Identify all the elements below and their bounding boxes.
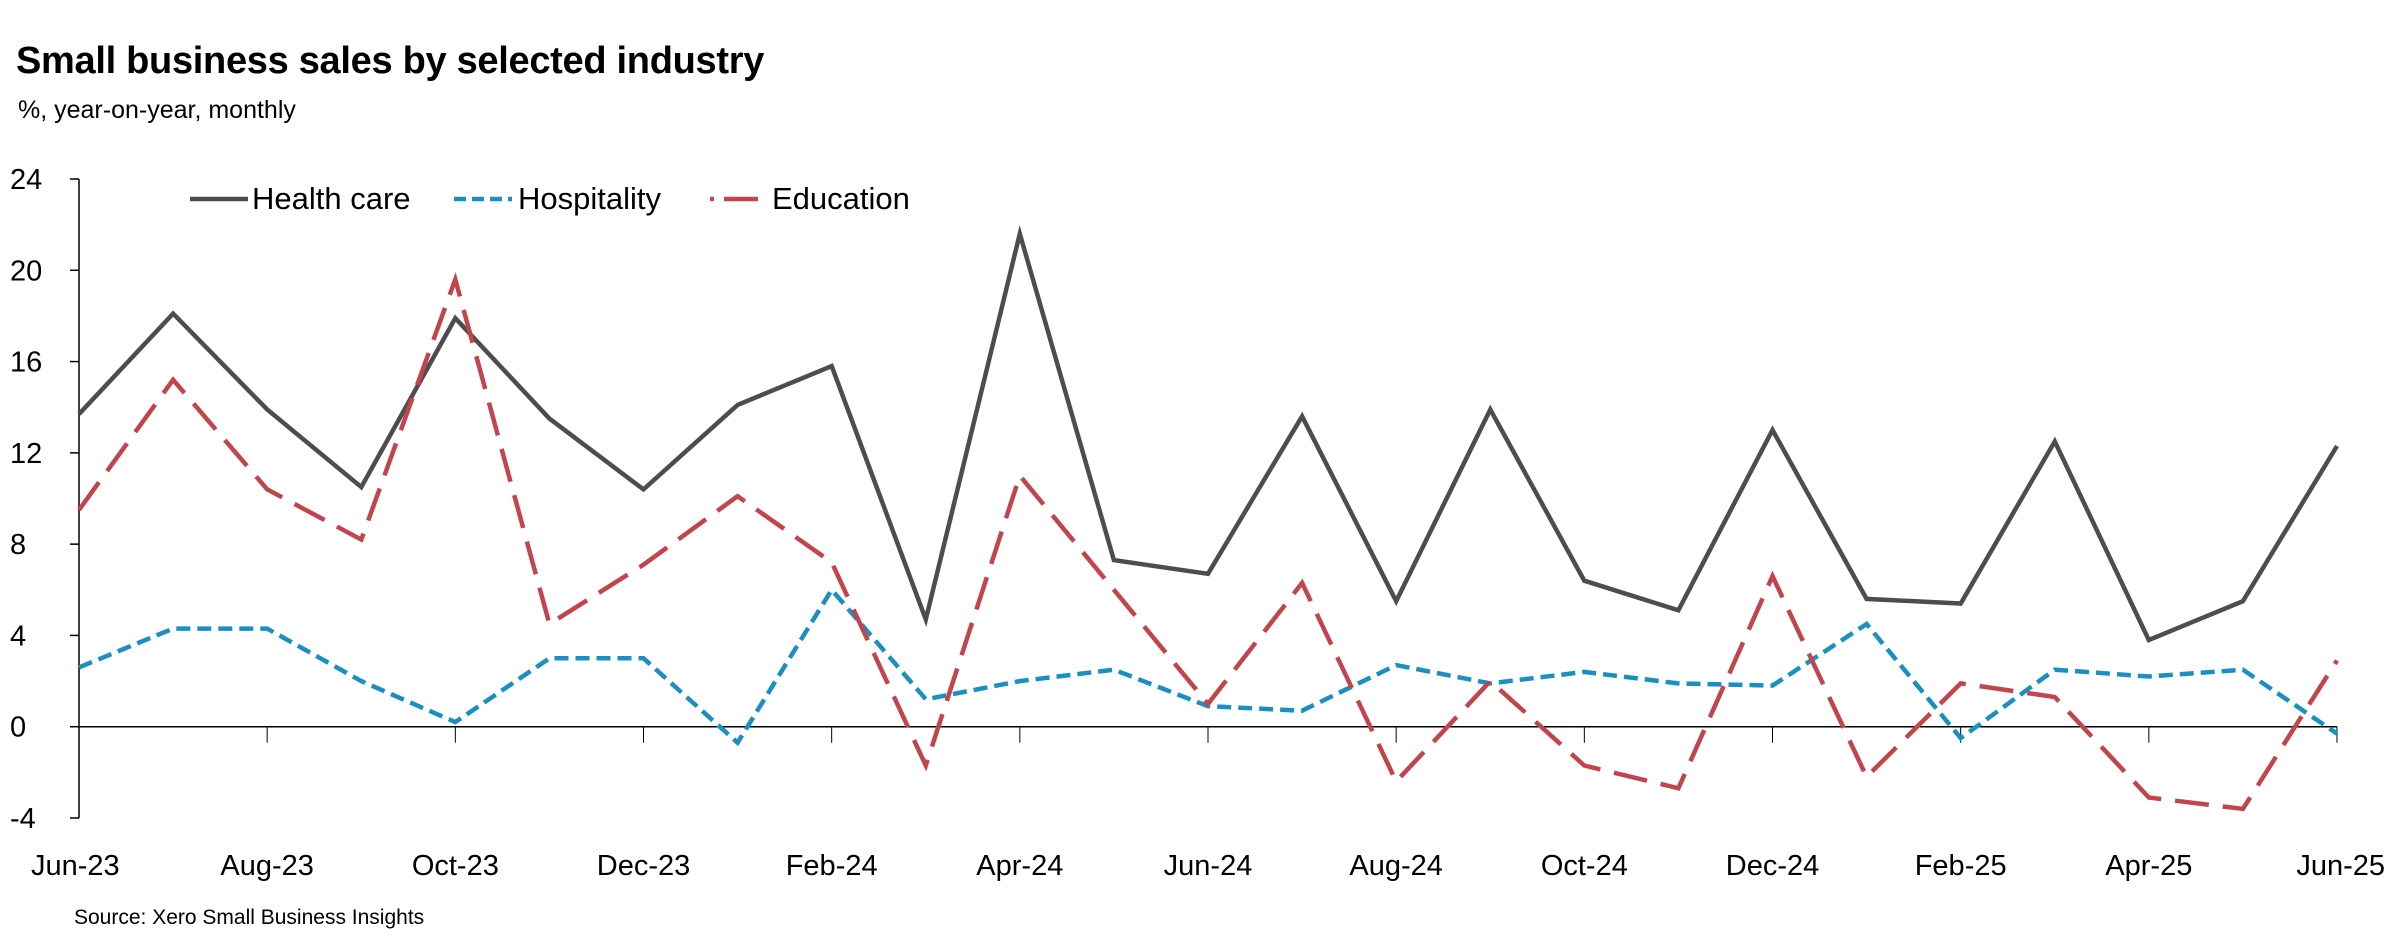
legend-label-education: Education xyxy=(772,181,910,216)
chart-title: Small business sales by selected industr… xyxy=(16,40,765,82)
legend-label-health-care: Health care xyxy=(252,181,411,216)
y-tick-label: 20 xyxy=(10,255,42,287)
legend: Health care Hospitality Education xyxy=(190,181,910,216)
x-tick-label: Oct-23 xyxy=(412,850,499,882)
x-axis: Jun-23 Aug-23 Oct-23 Dec-23 Feb-24 Apr-24 Jun-… xyxy=(31,725,2385,882)
x-tick-label: Aug-23 xyxy=(220,850,314,882)
x-tick-label: Dec-23 xyxy=(597,850,691,882)
y-tick-label: -4 xyxy=(10,803,36,835)
y-tick-label: 12 xyxy=(10,438,42,470)
y-tick-label: 24 xyxy=(10,164,42,196)
x-tick-label: Oct-24 xyxy=(1541,850,1628,882)
source-note: Source: Xero Small Business Insights xyxy=(74,906,425,929)
y-tick-label: 0 xyxy=(10,712,26,744)
x-tick-label: Feb-24 xyxy=(786,850,878,882)
x-tick-label: Dec-24 xyxy=(1726,850,1820,882)
x-tick-label: Jun-23 xyxy=(31,850,120,882)
chart-subtitle: %, year-on-year, monthly xyxy=(18,96,296,124)
x-tick-label: Apr-24 xyxy=(976,850,1063,882)
y-axis: -4 0 4 8 12 16 20 24 xyxy=(10,164,80,835)
series-lines xyxy=(77,225,2339,812)
y-tick-label: 16 xyxy=(10,347,42,379)
series-line-health-care xyxy=(77,225,2339,643)
x-tick-label: Aug-24 xyxy=(1349,850,1443,882)
x-tick-label: Jun-25 xyxy=(2296,850,2385,882)
y-tick-label: 8 xyxy=(10,529,26,561)
x-tick-label: Feb-25 xyxy=(1915,850,2007,882)
y-tick-label: 4 xyxy=(10,620,26,652)
series-line-hospitality xyxy=(78,585,2339,747)
x-tick-label: Jun-24 xyxy=(1164,850,1253,882)
x-tick-label: Apr-25 xyxy=(2105,850,2192,882)
legend-label-hospitality: Hospitality xyxy=(518,181,661,216)
series-line-education xyxy=(77,271,2339,812)
